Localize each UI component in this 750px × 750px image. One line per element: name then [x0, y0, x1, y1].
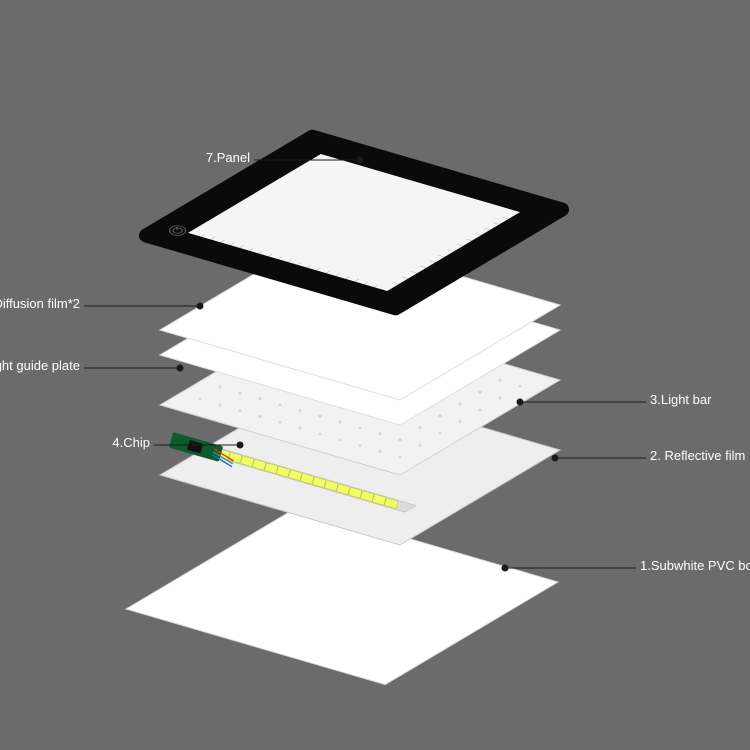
callout-label-l3: 3.Light bar [650, 392, 712, 407]
callout-label-l6: 6.Diffusion film*2 [0, 296, 80, 311]
callout-label-l1: 1.Subwhite PVC board [640, 558, 750, 573]
exploded-diagram: 1.Subwhite PVC board 2. Reflective film 3.… [0, 0, 750, 750]
callout-label-l4: 4.Chip [112, 435, 150, 450]
callout-label-l7: 7.Panel [206, 150, 250, 165]
callout-label-l5: 5.Light guide plate [0, 358, 80, 373]
callout-label-l2: 2. Reflective film [650, 448, 745, 463]
